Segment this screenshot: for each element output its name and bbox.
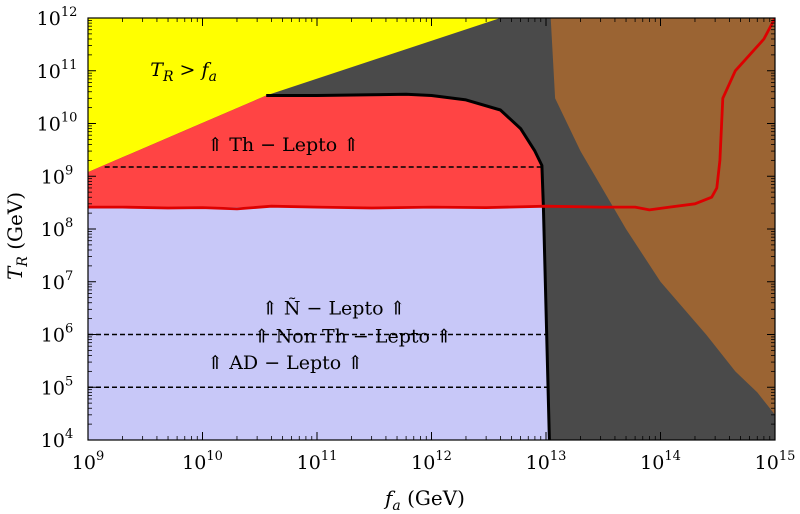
annotation-th-lepto: ⇑ Th − Lepto ⇑: [207, 134, 359, 156]
annotation-nonth-lepto: ⇑ Non Th − Lepto ⇑: [254, 326, 452, 348]
y-axis-ticks: 104 105 106 107 108 109 1010 1011 1012: [37, 5, 775, 452]
region-red-thermal-leptogenesis: [88, 94, 544, 208]
y-tick-label: 106: [41, 322, 73, 347]
y-axis-label: TR (GeV): [3, 192, 31, 280]
y-tick-label: 1012: [37, 5, 78, 30]
chart-lines: [88, 18, 775, 440]
x-tick-label: 1014: [640, 449, 681, 474]
boundary-black-line: [266, 92, 551, 440]
x-axis-ticks: 109 1010 1011 1012 1013 1014 1015: [72, 18, 796, 474]
x-tick-label: 1012: [411, 449, 452, 474]
annotation-ad-lepto: ⇑ AD − Lepto ⇑: [207, 352, 363, 374]
x-axis-label: fa (GeV): [383, 486, 465, 514]
x-tick-label: 1013: [526, 449, 567, 474]
y-tick-label: 107: [41, 269, 73, 294]
chart-annotations: TR > fa ⇑ Th − Lepto ⇑ ⇑ Ñ − Lepto ⇑ ⇑ Non …: [150, 59, 452, 374]
annotation-n-lepto: ⇑ Ñ − Lepto ⇑: [262, 296, 406, 319]
region-lavender-leptogenesis: [88, 207, 550, 440]
annotation-tr-gt-fa: TR > fa: [150, 59, 217, 85]
y-tick-label: 109: [41, 163, 73, 188]
x-tick-label: 1015: [755, 449, 796, 474]
y-tick-label: 1010: [37, 111, 78, 136]
x-tick-label: 109: [72, 449, 104, 474]
x-tick-label: 1011: [297, 449, 338, 474]
y-tick-label: 104: [41, 427, 73, 452]
region-yellow-TR-gt-fa: [88, 18, 501, 173]
red-curve: [88, 18, 775, 212]
y-tick-label: 1011: [37, 58, 78, 83]
y-tick-label: 105: [41, 374, 73, 399]
x-tick-label: 1010: [182, 449, 223, 474]
region-brown-excluded: [550, 18, 775, 415]
y-tick-label: 108: [41, 216, 73, 241]
chart-regions: [88, 18, 775, 440]
